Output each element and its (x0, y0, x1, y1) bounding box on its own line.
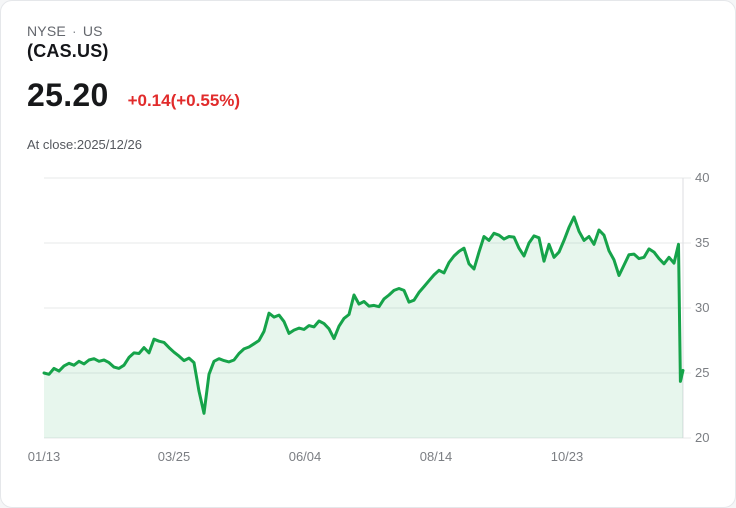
market-line: NYSE · US (27, 23, 103, 39)
as-of-date: At close:2025/12/26 (27, 137, 142, 152)
x-tick-label: 06/04 (288, 449, 322, 464)
exchange-label: NYSE (27, 23, 66, 39)
y-tick-label: 40 (695, 170, 710, 185)
price-area (44, 217, 683, 438)
x-tick-label: 03/25 (157, 449, 191, 464)
x-tick-label: 08/14 (419, 449, 453, 464)
chart-plot-area[interactable] (44, 178, 683, 438)
y-tick-label: 25 (695, 365, 710, 380)
price-change: +0.14(+0.55%) (127, 91, 241, 110)
bullet-separator: · (71, 23, 77, 39)
price-row: 25.20 +0.14(+0.55%) (27, 77, 240, 114)
last-price: 25.20 (27, 77, 109, 113)
x-tick-label: 01/13 (27, 449, 61, 464)
country-label: US (82, 23, 103, 39)
price-line (42, 215, 685, 415)
x-tick-label: 10/23 (550, 449, 584, 464)
y-tick-label: 20 (695, 430, 710, 445)
y-tick-label: 30 (695, 300, 710, 315)
y-tick-label: 35 (695, 235, 710, 250)
ticker-symbol: (CAS.US) (27, 41, 109, 61)
